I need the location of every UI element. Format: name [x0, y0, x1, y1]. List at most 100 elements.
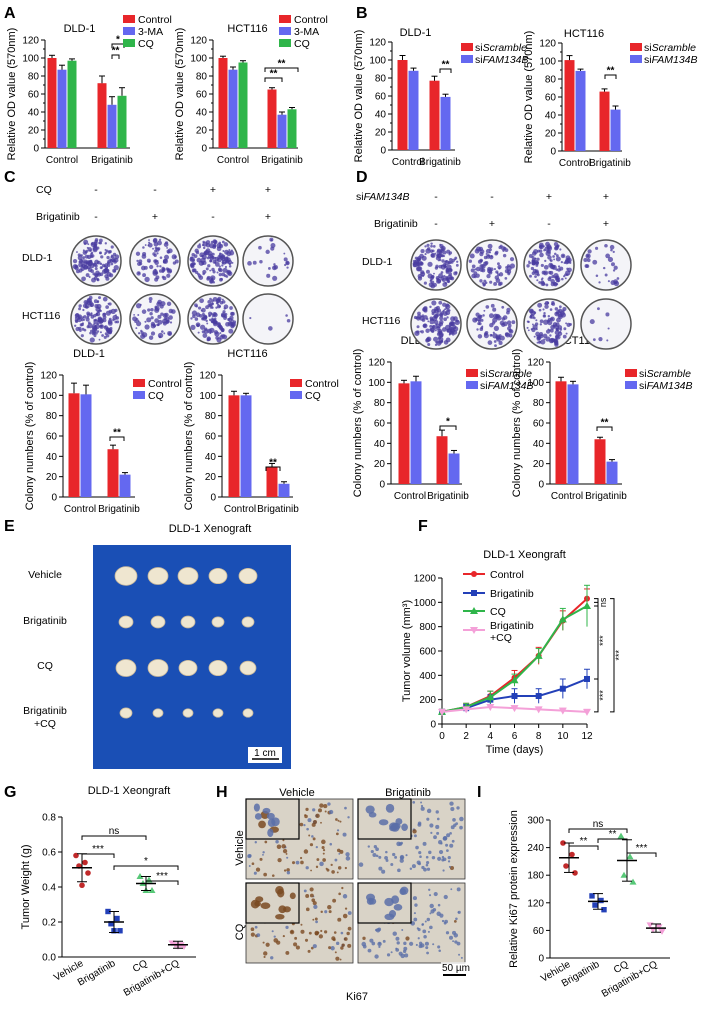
- colony-dot: [607, 280, 610, 283]
- bar-siscramble-1: [429, 80, 440, 150]
- colony-dot: [115, 316, 120, 320]
- tumor-specimen: [208, 659, 228, 677]
- colony-dot: [479, 252, 484, 257]
- colony-dot: [94, 304, 99, 309]
- colony-dot: [562, 254, 565, 257]
- ihc-cell: [303, 823, 306, 827]
- legend-swatch-fam134b: [461, 55, 473, 63]
- colony-dot: [533, 335, 536, 338]
- ihc-cell: [338, 892, 341, 896]
- colony-dot: [489, 248, 492, 252]
- ihc-cell: [304, 938, 309, 942]
- colony-dot: [492, 307, 497, 312]
- colony-dot: [431, 300, 437, 306]
- colony-dot: [557, 265, 561, 268]
- row-label-cq: CQ: [36, 184, 52, 196]
- ihc-cell: [313, 904, 318, 910]
- colony-dot: [506, 265, 512, 271]
- ihc-inset-cell: [378, 819, 389, 826]
- colony-dot: [416, 314, 422, 320]
- colony-dot: [449, 326, 455, 332]
- colony-dot: [152, 270, 158, 276]
- colony-dot: [206, 275, 211, 280]
- legend-label-control: Control: [148, 378, 182, 390]
- colony-dot: [109, 259, 114, 263]
- ihc-cell: [424, 941, 429, 946]
- colony-dot: [85, 317, 90, 322]
- colony-dot: [475, 312, 480, 317]
- colony-dot: [209, 269, 212, 272]
- chart-i-ki67: 0 60 120 180 240 300 Relative Ki67 protein exp…: [508, 810, 670, 1000]
- colony-dot: [112, 252, 117, 257]
- sign: -: [434, 191, 438, 203]
- colony-dot: [444, 259, 450, 266]
- colony-dot: [94, 324, 97, 327]
- colony-dot: [438, 336, 444, 342]
- data-point: [136, 873, 144, 879]
- ihc-cell: [441, 919, 445, 923]
- y-tick-label: 20: [196, 126, 208, 137]
- ihc-cell: [313, 820, 317, 824]
- ihc-cell: [420, 801, 423, 804]
- colony-dot: [604, 273, 608, 277]
- colony-dot: [553, 258, 556, 261]
- y-tick-label: 20: [28, 126, 40, 137]
- ihc-cell: [375, 847, 379, 852]
- ihc-cell: [455, 917, 458, 921]
- x-tick-label: 2: [463, 731, 469, 742]
- ihc-inset: [357, 798, 412, 840]
- ihc-cell: [431, 855, 436, 860]
- colony-dot: [526, 264, 530, 268]
- colony-dot: [85, 249, 89, 253]
- x-tick-label: 8: [536, 731, 542, 742]
- colony-dot: [592, 338, 596, 342]
- colony-dot: [471, 273, 476, 279]
- ihc-cell: [426, 817, 430, 821]
- significance-bracket: [264, 77, 283, 82]
- colony-dot: [434, 313, 439, 319]
- ihc-cell: [446, 849, 449, 852]
- chart-title: HCT116: [564, 28, 604, 40]
- colony-dot: [432, 282, 437, 287]
- ihc-cell: [315, 920, 318, 924]
- colony-dot: [93, 263, 96, 266]
- colony-dot: [205, 243, 211, 248]
- ihc-cell: [307, 818, 312, 823]
- colony-dot: [612, 269, 616, 272]
- significance-bracket: [81, 835, 147, 840]
- colony-dot: [205, 319, 208, 323]
- bar-cq-1: [119, 474, 131, 497]
- legend-swatch-scramble: [625, 369, 637, 377]
- colony-dot: [526, 320, 530, 323]
- y-tick-label: 1200: [414, 574, 437, 585]
- ihc-cell: [262, 853, 264, 856]
- bar-siscramble-1: [594, 439, 606, 484]
- sign: -: [547, 218, 551, 230]
- colony-dot: [217, 303, 220, 306]
- x-tick-label: Brigatinib: [257, 504, 299, 515]
- ihc-cell: [324, 810, 327, 813]
- colony-dot: [142, 273, 147, 278]
- chart-b-hct116: 0 20 40 60 80 100 120 HCT116 Relative OD value (…: [523, 28, 631, 169]
- tumor-specimen: [178, 659, 198, 677]
- legend-label-scramble: siScramble: [639, 368, 691, 380]
- ihc-cell: [332, 898, 337, 903]
- ihc-cell: [367, 845, 371, 848]
- colony-dot: [218, 272, 222, 277]
- colony-dot: [454, 271, 458, 274]
- tumor-grid: [114, 566, 258, 719]
- colony-dot: [446, 264, 452, 270]
- ihc-cell: [425, 855, 429, 859]
- ihc-cell: [289, 929, 295, 935]
- ihc-cell: [438, 840, 443, 845]
- y-tick-label: 60: [533, 926, 545, 937]
- ihc-cell: [436, 817, 440, 821]
- tumor-specimen: [114, 566, 138, 586]
- colony-dot: [214, 240, 217, 243]
- x-tick-label: Control: [559, 158, 591, 169]
- ihc-cell: [294, 936, 298, 940]
- x-tick-label: 6: [512, 731, 518, 742]
- y-tick-label: 100: [539, 57, 556, 68]
- colony-dot: [206, 322, 209, 325]
- ihc-cell: [418, 862, 421, 866]
